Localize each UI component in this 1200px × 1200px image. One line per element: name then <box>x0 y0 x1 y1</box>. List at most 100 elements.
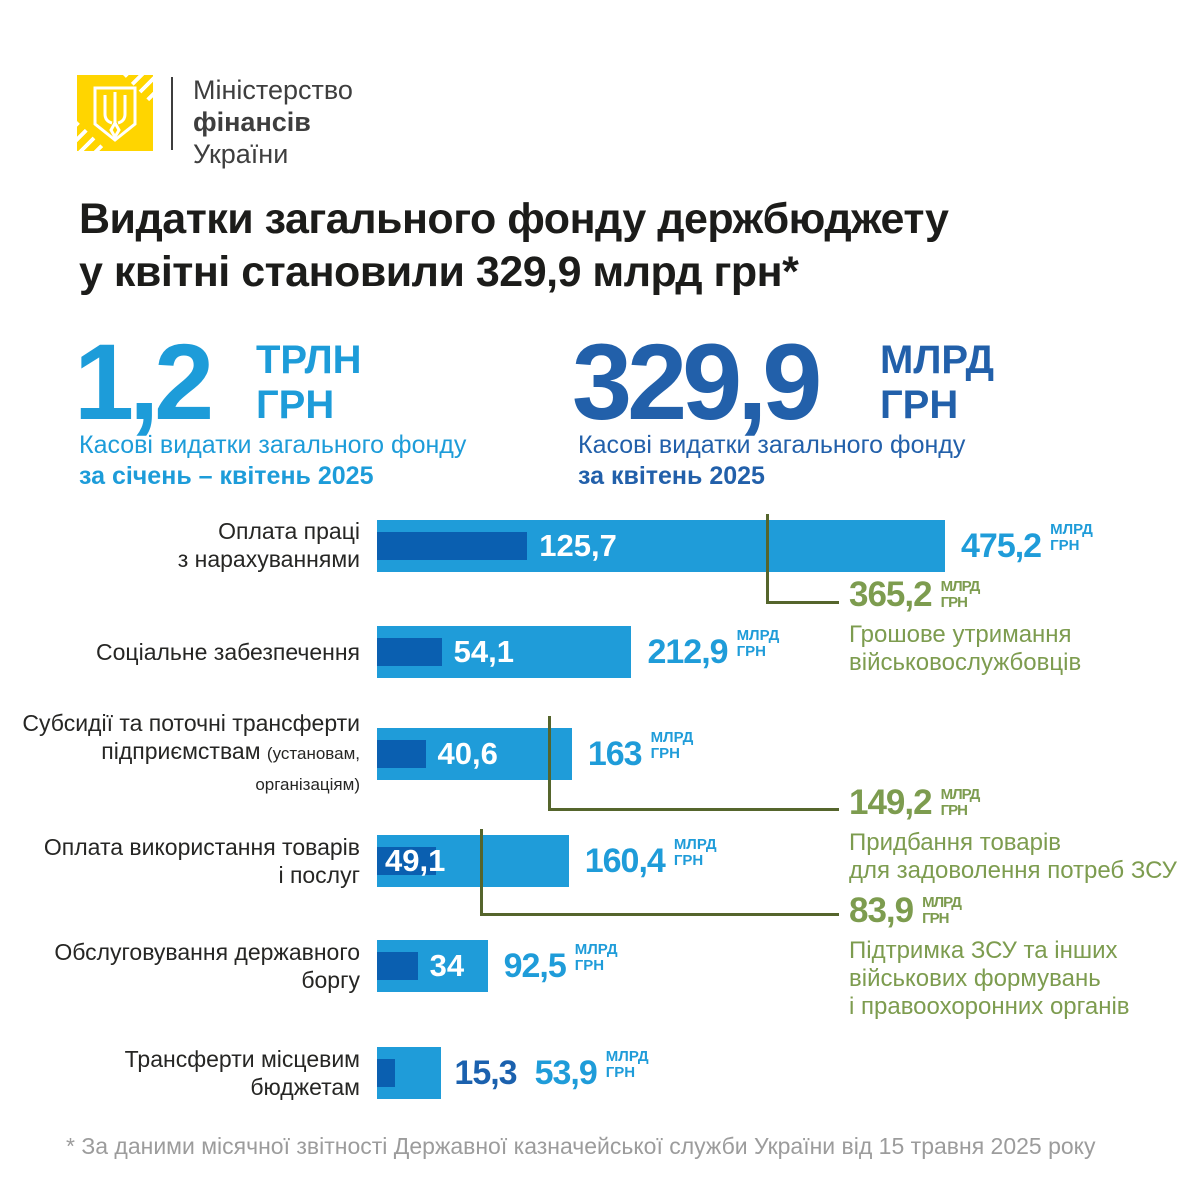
stat-april-caption-line2: за квітень 2025 <box>578 462 765 490</box>
bar-outer-value: 160,4 <box>584 841 666 880</box>
annotation-connector-line <box>480 829 839 916</box>
bar-label-line1: Оплата використання товарів <box>43 834 360 860</box>
bar-value-unit: МЛРД ГРН <box>1050 521 1093 554</box>
stat-april-value: 329,9 <box>572 321 822 442</box>
annotation-unit: МЛРД ГРН <box>940 578 981 611</box>
bar-label: Оплата використання товарів і послуг <box>10 834 360 888</box>
bar-row-social: Соціальне забезпечення 54,1 212,9 МЛРД ГР… <box>0 626 1200 678</box>
bar-inner <box>377 1059 396 1087</box>
bar-label-line2: і послуг <box>278 862 360 888</box>
bar-value-unit: МЛРД ГРН <box>736 627 780 660</box>
annotation-connector-line <box>766 514 839 604</box>
stat-april-unit-line2: ГРН <box>880 383 959 427</box>
stat-total-ytd-caption-line1: Касові видатки загального фонду <box>79 431 467 459</box>
bar-inner <box>377 532 528 560</box>
bar-outer-value: 53,9 <box>534 1053 598 1092</box>
stat-total-ytd-caption-line2: за січень – квітень 2025 <box>79 462 374 490</box>
ministry-name: Міністерство фінансів України <box>193 74 353 170</box>
bar-row-payroll: Оплата праці з нарахуваннями 125,7 475,2… <box>0 517 1200 572</box>
ministry-logo <box>77 75 153 151</box>
bar-label-line1: Трансферти місцевим <box>124 1046 360 1072</box>
bar-outer-value: 92,5 <box>503 946 567 985</box>
bar-outer <box>377 1047 442 1099</box>
bar-value-unit: МЛРД ГРН <box>605 1048 649 1081</box>
ministry-name-line1: Міністерство <box>193 75 353 105</box>
bar-outer: 125,7 <box>377 520 945 572</box>
bar-inner <box>377 740 426 768</box>
annotation-value: 83,9 МЛРД ГРН <box>849 891 962 930</box>
bar-inner-value: 49,1 <box>385 843 446 878</box>
bar-value-group: 475,2 МЛРД ГРН <box>961 520 1093 572</box>
annotation-desc: Підтримка ЗСУ та інших військових формув… <box>849 937 1130 1020</box>
bar-inner-value: 15,3 <box>454 1053 517 1092</box>
bar-label: Трансферти місцевим бюджетам <box>10 1046 360 1100</box>
bar-label-line1: Обслуговування державного <box>54 939 360 965</box>
stat-total-ytd-unit: ТРЛН ГРН <box>256 338 362 428</box>
logo-divider <box>171 77 173 150</box>
bar-label: Соціальне забезпечення <box>10 626 360 678</box>
bar-value-group: 160,4 МЛРД ГРН <box>585 835 717 887</box>
bar-inner-value: 40,6 <box>437 736 498 771</box>
bar-outer: 34 <box>377 940 488 992</box>
ministry-name-line3: України <box>193 139 289 169</box>
bar-value-group: 15,3 53,9 МЛРД ГРН <box>454 1047 648 1099</box>
bar-row-subsidies: Субсидії та поточні трансферти підприємс… <box>0 710 1200 794</box>
bar-label-line2: бюджетам <box>250 1074 360 1100</box>
page-title: Видатки загального фонду держбюджету у к… <box>79 193 949 299</box>
bar-value-group: 92,5 МЛРД ГРН <box>504 940 618 992</box>
stat-april-unit-line1: МЛРД <box>880 338 995 382</box>
bar-label: Обслуговування державного боргу <box>10 939 360 993</box>
annotation-unit: МЛРД ГРН <box>922 894 962 927</box>
annotation-value: 149,2 МЛРД ГРН <box>849 783 981 822</box>
bar-value-group: 163 МЛРД ГРН <box>588 728 694 780</box>
bar-inner <box>377 952 418 980</box>
bar-row-goods-services: Оплата використання товарів і послуг 49,… <box>0 834 1200 888</box>
annotation-connector-line <box>548 716 839 811</box>
annotation-desc: Грошове утримання військовослужбовців <box>849 621 1082 676</box>
bar-value-group: 212,9 МЛРД ГРН <box>647 626 779 678</box>
bar-value-unit: МЛРД ГРН <box>650 729 694 762</box>
bar-outer-value: 163 <box>587 734 643 773</box>
stat-total-ytd-unit-line1: ТРЛН <box>256 338 362 382</box>
bar-label-line1: Оплата праці <box>218 517 360 544</box>
stat-total-ytd-unit-line2: ГРН <box>256 383 335 427</box>
page-title-line1: Видатки загального фонду держбюджету <box>79 195 949 243</box>
bar-inner-value: 125,7 <box>539 528 617 563</box>
annotation-value: 365,2 МЛРД ГРН <box>849 575 981 614</box>
stat-april-caption: Касові видатки загального фонду за квіте… <box>578 430 965 492</box>
footnote: * За даними місячної звітності Державної… <box>66 1133 1096 1159</box>
bar-outer: 54,1 <box>377 626 632 678</box>
annotation-military-pay: 365,2 МЛРД ГРН Грошове утримання військов… <box>849 575 1082 677</box>
bar-label: Оплата праці з нарахуваннями <box>10 517 360 572</box>
bar-outer: 40,6 <box>377 728 572 780</box>
bar-value-unit: МЛРД ГРН <box>673 836 717 869</box>
annotation-unit: МЛРД ГРН <box>940 786 981 819</box>
bar-row-local-transfers: Трансферти місцевим бюджетам 15,3 53,9 М… <box>0 1046 1200 1100</box>
bar-label: Субсидії та поточні трансферти підприємс… <box>10 710 360 794</box>
bar-label-line2: підприємствам <box>101 738 261 764</box>
ministry-name-line2: фінансів <box>193 107 311 137</box>
bar-row-debt-service: Обслуговування державного боргу 34 92,5 … <box>0 939 1200 993</box>
annotation-goods-for-army: 149,2 МЛРД ГРН Придбання товарів для задо… <box>849 783 1177 885</box>
stat-april-unit: МЛРД ГРН <box>880 338 994 428</box>
page-title-line2: у квітні становили 329,9 млрд грн* <box>79 248 799 296</box>
annotation-army-support: 83,9 МЛРД ГРН Підтримка ЗСУ та інших війс… <box>849 891 1130 1021</box>
bar-label-line2: з нарахуваннями <box>177 545 360 572</box>
bar-inner-value: 34 <box>429 948 465 983</box>
bar-outer-value: 475,2 <box>961 526 1042 565</box>
stat-total-ytd-value: 1,2 <box>74 321 214 442</box>
trident-icon <box>93 86 137 142</box>
bar-value-unit: МЛРД ГРН <box>574 941 618 974</box>
annotation-desc: Придбання товарів для задоволення потреб… <box>849 829 1177 884</box>
bar-label-line2-small: (установам, організаціям) <box>255 744 360 794</box>
bar-inner <box>377 847 436 875</box>
bar-inner-value: 54,1 <box>453 634 514 669</box>
stat-april-caption-line1: Касові видатки загального фонду <box>578 431 966 459</box>
bar-inner <box>377 638 442 666</box>
stat-total-ytd-caption: Касові видатки загального фонду за січен… <box>79 430 466 492</box>
bar-label-line1: Соціальне забезпечення <box>96 639 360 665</box>
bar-outer-value: 212,9 <box>647 632 728 671</box>
bar-label-line2: боргу <box>301 967 360 993</box>
bar-label-line1: Субсидії та поточні трансферти <box>22 710 360 736</box>
